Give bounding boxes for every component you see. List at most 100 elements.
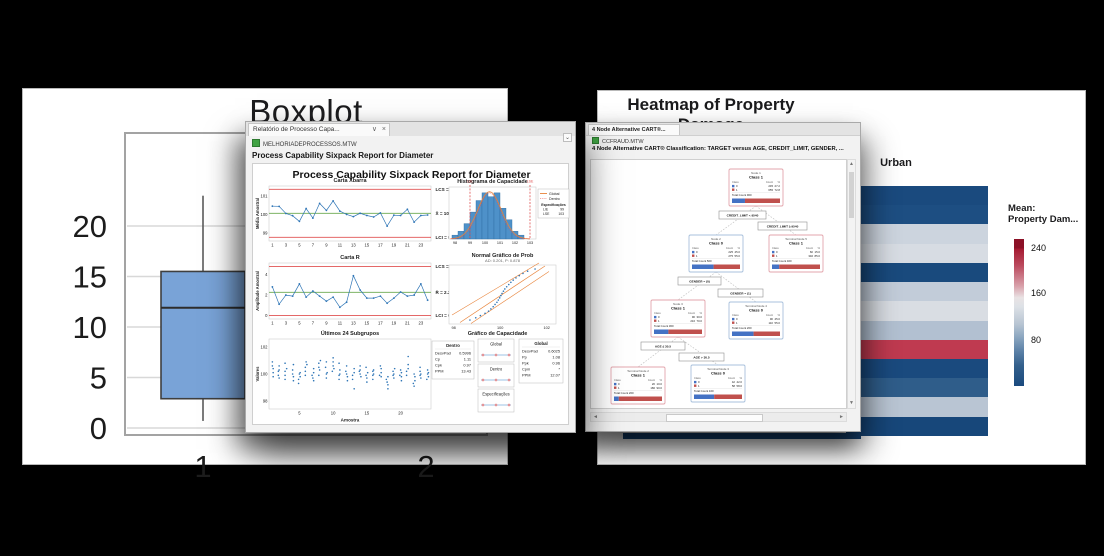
stats-box-title: Dentro — [446, 343, 460, 348]
tab-close-icon[interactable]: × — [381, 126, 386, 133]
data-point — [298, 220, 301, 223]
data-point — [346, 375, 349, 378]
report-title: Process Capability Sixpack Report for Di… — [292, 169, 530, 181]
data-point — [298, 373, 301, 375]
data-point — [272, 367, 274, 370]
x-tick-label: 17 — [378, 243, 383, 248]
data-point — [352, 274, 355, 277]
histogram-bar — [487, 196, 495, 240]
tab-dropdown-icon[interactable]: ∨ — [371, 126, 377, 133]
data-point — [345, 301, 348, 304]
legend-title-line1: Mean: — [1008, 203, 1036, 214]
x-tick-label: 13 — [351, 321, 356, 326]
scrollbar-thumb[interactable] — [666, 414, 763, 422]
data-point — [345, 373, 348, 375]
scrollbar-thumb[interactable] — [849, 172, 854, 218]
data-point — [291, 214, 294, 217]
boxplot-x-label-1: 1 — [194, 449, 212, 484]
scroll-up-icon[interactable]: ▲ — [849, 161, 854, 167]
chart-title: Carta Xbarra — [333, 178, 367, 184]
data-point — [505, 285, 508, 288]
data-point — [278, 365, 280, 367]
x-tick-label: 21 — [405, 321, 410, 326]
heatmap-cell — [846, 397, 988, 417]
data-point — [490, 308, 492, 310]
cart-tree-canvas — [590, 159, 847, 409]
x-tick-label: 1 — [271, 243, 274, 248]
data-point — [284, 378, 286, 381]
x-tick-label: 98 — [452, 326, 456, 330]
data-point — [339, 373, 341, 375]
interval-box — [477, 363, 515, 388]
heatmap-cell — [846, 224, 988, 244]
data-point — [359, 365, 361, 367]
stat-value: 13.43 — [461, 369, 471, 374]
data-point — [387, 375, 389, 378]
data-point — [515, 277, 517, 279]
data-point — [332, 357, 334, 359]
data-point — [479, 314, 482, 317]
data-point — [311, 374, 313, 377]
histogram-bar — [481, 192, 489, 240]
chart-title: Carta R — [340, 255, 360, 261]
scroll-right-icon[interactable]: ► — [839, 414, 844, 420]
x-tick-label: 102 — [512, 241, 518, 245]
data-point — [386, 225, 389, 228]
data-point — [284, 370, 286, 373]
data-point — [400, 375, 403, 378]
stat-value: 0.6025 — [548, 349, 560, 354]
data-point — [312, 367, 315, 370]
data-point — [372, 216, 375, 218]
data-point — [474, 316, 477, 319]
data-point — [372, 370, 374, 373]
data-point — [393, 367, 396, 370]
data-point — [365, 297, 368, 300]
cart-horizontal-scrollbar[interactable]: ◄ ► — [590, 412, 847, 422]
data-point — [400, 379, 403, 382]
y-tick-label: 99 — [263, 230, 268, 235]
x-tick-label: 17 — [378, 321, 383, 326]
x-tick-label: 103 — [527, 241, 533, 245]
stat-name: Cpk — [435, 363, 442, 368]
scroll-down-icon[interactable]: ▼ — [849, 400, 854, 406]
data-point — [339, 369, 341, 371]
x-tick-label: 15 — [365, 411, 370, 416]
data-point — [304, 370, 307, 373]
lcl-label: LCI = 0 — [436, 313, 452, 318]
cart-tab[interactable]: 4 Node Alternative CART®... — [588, 124, 680, 135]
cart-tab-strip: 4 Node Alternative CART®... — [586, 123, 860, 136]
data-point — [372, 297, 375, 300]
data-point — [512, 279, 514, 281]
data-point — [405, 370, 408, 373]
x-tick-label: 11 — [338, 243, 343, 248]
cart-vertical-scrollbar[interactable]: ▲ ▼ — [847, 159, 856, 409]
worksheet-icon — [592, 136, 599, 144]
data-point — [426, 214, 429, 216]
data-point — [393, 373, 395, 375]
data-point — [278, 377, 280, 379]
data-point — [345, 365, 348, 367]
data-point — [392, 297, 395, 300]
stats-box-title: Global — [534, 341, 547, 346]
data-point — [351, 378, 354, 381]
interval-label: Dentro — [490, 367, 503, 372]
stat-value: 0.96 — [552, 361, 560, 366]
data-point — [420, 377, 422, 379]
cart-window: 4 Node Alternative CART®... CCFRAUD.MTW … — [585, 122, 861, 432]
box — [160, 270, 246, 400]
data-point — [284, 374, 286, 377]
x-tick-label: 100 — [482, 241, 488, 245]
data-point — [332, 296, 335, 299]
data-point — [318, 295, 321, 297]
panel-collapse-icon[interactable]: ⌄ — [563, 133, 572, 142]
data-point — [311, 217, 314, 219]
data-point — [284, 362, 286, 365]
sixpack-tab[interactable]: Relatório de Processo Capa... ∨ × — [248, 123, 390, 136]
scroll-left-icon[interactable]: ◄ — [593, 414, 598, 420]
series-line — [272, 200, 428, 227]
data-point — [387, 388, 389, 390]
heatmap-cell — [846, 339, 988, 359]
x-tick-label: 19 — [392, 243, 397, 248]
cart-worksheet-row: CCFRAUD.MTW — [586, 135, 860, 145]
